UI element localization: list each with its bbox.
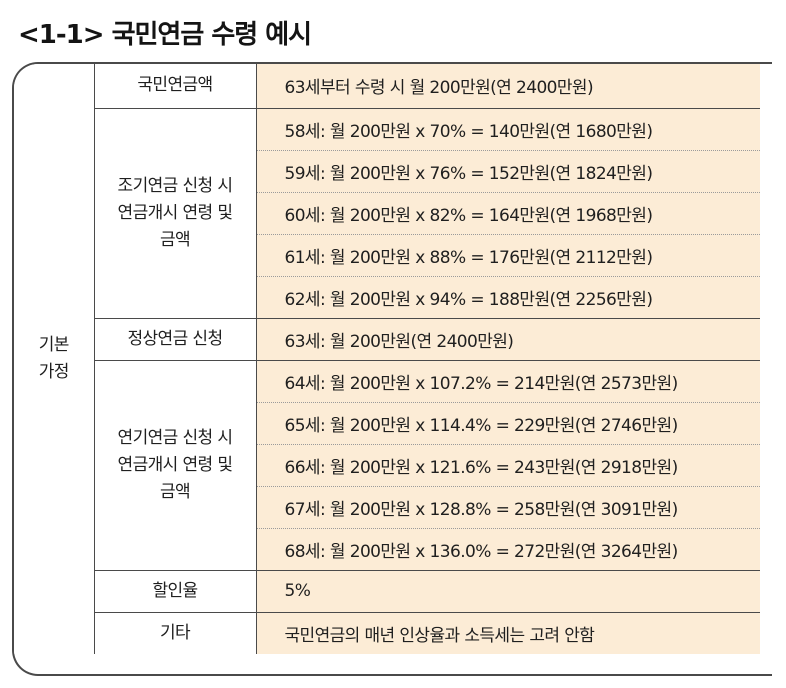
table-row: 조기연금 신청 시 연금개시 연령 및 금액 58세: 월 200만원 x 70… bbox=[14, 108, 760, 319]
table-row: 기타 국민연금의 매년 인상율과 소득세는 고려 안함 bbox=[14, 612, 760, 654]
row-value-early-61: 61세: 월 200만원 x 88% = 176만원(연 2112만원) bbox=[255, 234, 760, 277]
row-label-late: 연기연금 신청 시 연금개시 연령 및 금액 bbox=[93, 360, 256, 571]
row-label-amount: 국민연금액 bbox=[93, 64, 256, 109]
row-value-late-68: 68세: 월 200만원 x 136.0% = 272만원(연 3264만원) bbox=[255, 528, 760, 571]
row-label-early-text: 조기연금 신청 시 연금개시 연령 및 금액 bbox=[117, 175, 233, 250]
row-label-early: 조기연금 신청 시 연금개시 연령 및 금액 bbox=[93, 108, 256, 319]
row-value-early-60: 60세: 월 200만원 x 82% = 164만원(연 1968만원) bbox=[255, 192, 760, 235]
row-label-etc: 기타 bbox=[93, 612, 256, 654]
row-label-discount: 할인율 bbox=[93, 570, 256, 613]
row-value-etc: 국민연금의 매년 인상율과 소득세는 고려 안함 bbox=[255, 612, 760, 654]
row-value-late-65: 65세: 월 200만원 x 114.4% = 229만원(연 2746만원) bbox=[255, 402, 760, 445]
row-value-early-58: 58세: 월 200만원 x 70% = 140만원(연 1680만원) bbox=[255, 108, 760, 151]
pension-example-table: 기본 가정 국민연금액 63세부터 수령 시 월 200만원(연 2400만원)… bbox=[14, 64, 760, 654]
table-row: 연기연금 신청 시 연금개시 연령 및 금액 64세: 월 200만원 x 10… bbox=[14, 360, 760, 571]
group-label-text: 기본 가정 bbox=[38, 335, 70, 382]
row-value-normal: 63세: 월 200만원(연 2400만원) bbox=[255, 318, 760, 361]
table-row: 62세: 월 200만원 x 94% = 188만원(연 2256만원) bbox=[14, 276, 760, 319]
row-value-amount: 63세부터 수령 시 월 200만원(연 2400만원) bbox=[255, 64, 760, 109]
group-label: 기본 가정 bbox=[14, 64, 94, 654]
table-row: 59세: 월 200만원 x 76% = 152만원(연 1824만원) bbox=[14, 150, 760, 193]
row-value-late-64: 64세: 월 200만원 x 107.2% = 214만원(연 2573만원) bbox=[255, 360, 760, 403]
table-row: 정상연금 신청 63세: 월 200만원(연 2400만원) bbox=[14, 318, 760, 361]
page-title: <1-1> 국민연금 수령 예시 bbox=[18, 20, 312, 50]
row-label-late-text: 연기연금 신청 시 연금개시 연령 및 금액 bbox=[117, 427, 233, 502]
table-row: 65세: 월 200만원 x 114.4% = 229만원(연 2746만원) bbox=[14, 402, 760, 445]
table-row: 할인율 5% bbox=[14, 570, 760, 613]
table-row: 61세: 월 200만원 x 88% = 176만원(연 2112만원) bbox=[14, 234, 760, 277]
table-row: 60세: 월 200만원 x 82% = 164만원(연 1968만원) bbox=[14, 192, 760, 235]
row-value-early-59: 59세: 월 200만원 x 76% = 152만원(연 1824만원) bbox=[255, 150, 760, 193]
table-row: 68세: 월 200만원 x 136.0% = 272만원(연 3264만원) bbox=[14, 528, 760, 571]
row-value-late-66: 66세: 월 200만원 x 121.6% = 243만원(연 2918만원) bbox=[255, 444, 760, 487]
table-row: 66세: 월 200만원 x 121.6% = 243만원(연 2918만원) bbox=[14, 444, 760, 487]
row-value-early-62: 62세: 월 200만원 x 94% = 188만원(연 2256만원) bbox=[255, 276, 760, 319]
table-row: 기본 가정 국민연금액 63세부터 수령 시 월 200만원(연 2400만원) bbox=[14, 64, 760, 654]
table-row: 67세: 월 200만원 x 128.8% = 258만원(연 3091만원) bbox=[14, 486, 760, 529]
row-label-normal: 정상연금 신청 bbox=[93, 318, 256, 361]
row-value-discount: 5% bbox=[255, 570, 760, 613]
assumption-table-frame: 기본 가정 국민연금액 63세부터 수령 시 월 200만원(연 2400만원)… bbox=[12, 62, 772, 676]
row-value-late-67: 67세: 월 200만원 x 128.8% = 258만원(연 3091만원) bbox=[255, 486, 760, 529]
